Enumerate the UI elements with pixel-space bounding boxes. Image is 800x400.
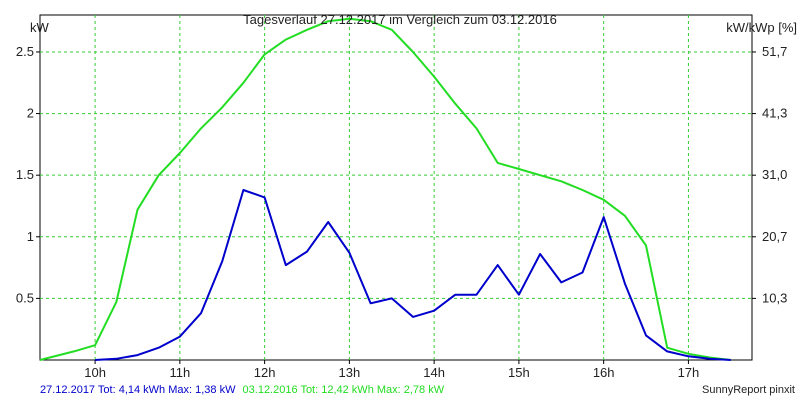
- y-tick-label-left: 0.5: [16, 290, 34, 305]
- chart-title: Tagesverlauf 27.12.2017 im Vergleich zum…: [243, 12, 557, 27]
- x-tick-label: 11h: [169, 365, 190, 380]
- y-tick-label-right: 20,7: [762, 229, 787, 244]
- y-tick-label-right: 51,7: [762, 44, 787, 59]
- y-tick-label-left: 2.5: [16, 44, 34, 59]
- series-layer: [39, 17, 731, 361]
- grid: [36, 15, 756, 364]
- x-tick-label: 17h: [678, 365, 700, 380]
- footer-legend: 27.12.2017 Tot: 4,14 kWh Max: 1,38 kW 03…: [40, 384, 445, 396]
- legend-series-2017: 27.12.2017 Tot: 4,14 kWh Max: 1,38 kW: [40, 384, 236, 396]
- x-tick-label: 14h: [423, 365, 445, 380]
- y-tick-label-left: 2: [27, 106, 34, 121]
- series-line-2016: [39, 17, 731, 361]
- y-axis-label-left: kW: [30, 20, 50, 35]
- y-tick-label-right: 31,0: [762, 167, 787, 182]
- tick-labels: 10h 11h 12h 13h 14h 15h 16h 17h 0.5 1 1.5 2 2.5 10,3 2…: [16, 44, 787, 380]
- y-tick-label-right: 10,3: [762, 290, 787, 305]
- y-tick-label-left: 1: [27, 229, 34, 244]
- x-tick-label: 10h: [84, 365, 106, 380]
- credit-text: SunnyReport pinxit: [702, 384, 795, 396]
- x-tick-label: 16h: [593, 365, 615, 380]
- plot-area: [39, 14, 753, 361]
- y-tick-label-left: 1.5: [16, 167, 34, 182]
- x-tick-label: 12h: [254, 365, 276, 380]
- x-tick-label: 15h: [508, 365, 530, 380]
- series-line-2017: [95, 189, 731, 361]
- x-tick-label: 13h: [339, 365, 361, 380]
- y-axis-label-right: kW/kWp [%]: [726, 20, 797, 35]
- y-tick-label-right: 41,3: [762, 106, 787, 121]
- legend-series-2016: 03.12.2016 Tot: 12,42 kWh Max: 2,78 kW: [243, 384, 445, 396]
